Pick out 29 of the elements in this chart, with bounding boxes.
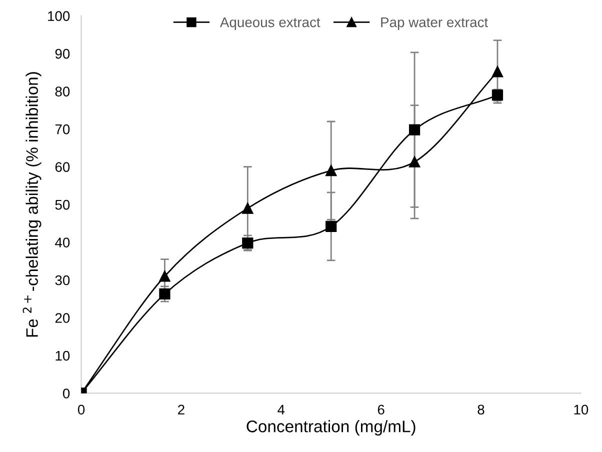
point [326,220,337,232]
y-tick-label: 40 [55,238,70,248]
point [408,124,420,136]
x-tick-label: 6 [378,404,384,415]
point [159,288,170,300]
x-tick-label: 8 [478,404,484,415]
x-tick-label: 2 [178,404,184,414]
y-tick-label: 60 [55,162,70,172]
y-tick-label: 100 [48,11,70,21]
y-tick-label: 70 [55,124,70,134]
x-axis-title: Concentration (mg/mL) [246,420,416,436]
y-tick-label: 30 [55,275,70,286]
point [326,165,337,176]
y-tick-label: 20 [55,313,70,323]
y-tick-label: 50 [55,200,70,210]
y-tick-label: 90 [55,48,70,59]
legend-label: Aqueous extract [220,18,320,30]
y-tick-label: 0 [62,388,70,398]
legend-label: Pap water extract [381,18,488,30]
point [408,156,420,168]
x-tick-label: 0 [78,404,85,415]
point [242,202,254,214]
y-axis-title: Fe $^{2+}$-chelating ability (% inhibition) [22,72,42,337]
y-tick-label: 80 [55,86,70,96]
x-tick-label: 10 [574,404,588,415]
point [159,270,170,282]
x-tick-label: 4 [278,404,285,414]
point [492,66,504,78]
y-tick-label: 10 [56,350,70,361]
